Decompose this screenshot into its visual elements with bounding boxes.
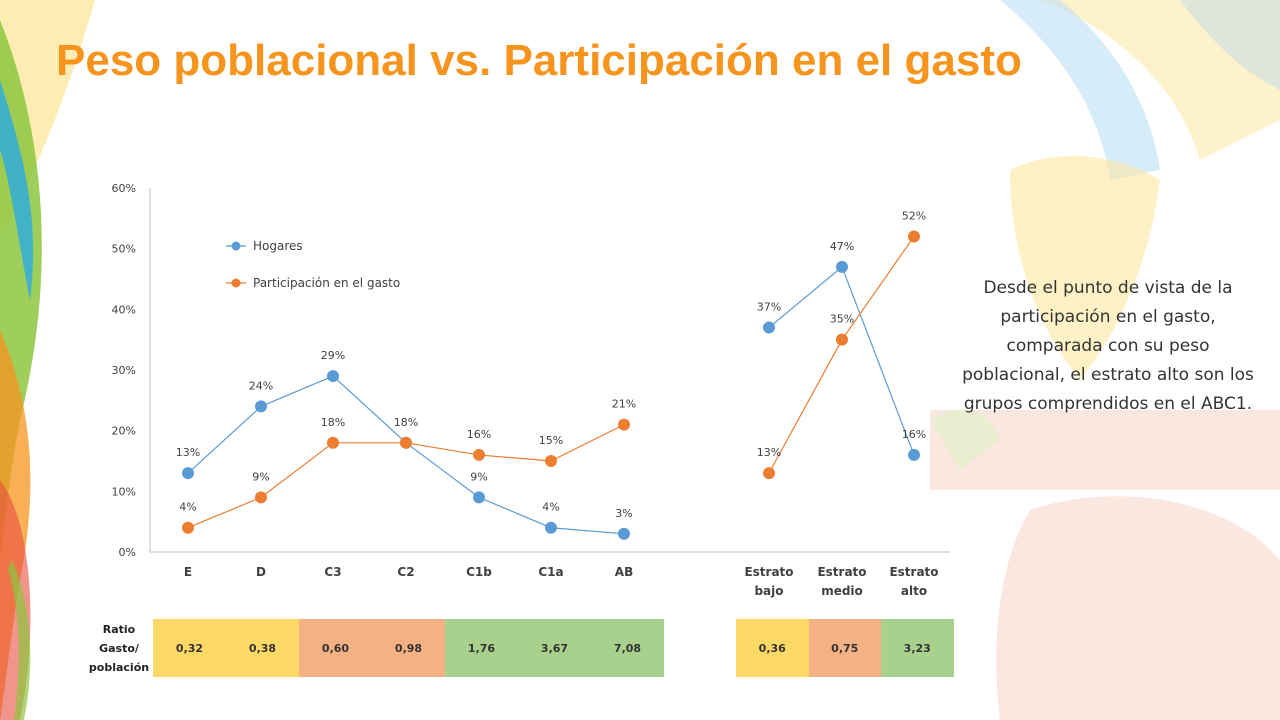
data-point-gasto — [763, 467, 775, 480]
ratio-cell: 0,38 — [226, 619, 299, 677]
data-point-gasto — [473, 448, 485, 461]
data-point-hogares — [545, 521, 557, 534]
data-label-hogares: 16% — [902, 428, 926, 441]
data-point-gasto — [545, 455, 557, 467]
legend-marker-gasto — [231, 278, 241, 288]
data-label-gasto: 16% — [467, 428, 491, 441]
legend-marker-hogares — [231, 241, 241, 251]
data-point-hogares — [836, 260, 848, 273]
data-label-hogares: 18% — [394, 416, 418, 429]
chart-legend: Hogares Participación en el gasto — [226, 239, 400, 290]
data-label-hogares: 47% — [830, 240, 854, 253]
y-tick-label: 50% — [112, 243, 136, 256]
data-label-hogares: 3% — [615, 507, 632, 520]
x-tick-label: D — [256, 565, 266, 579]
data-point-hogares — [327, 370, 339, 383]
chart-marks — [182, 230, 920, 540]
y-tick-label: 0% — [119, 546, 136, 559]
data-label-gasto: 18% — [321, 416, 345, 429]
data-label-hogares: 4% — [542, 501, 559, 514]
x-tick-label: C3 — [324, 565, 341, 579]
x-tick-label: C2 — [397, 565, 414, 579]
series-line-hogares — [768, 265, 915, 456]
y-tick-label: 40% — [112, 303, 136, 316]
ratio-cell: 3,67 — [518, 619, 591, 677]
x-tick-label: C1b — [466, 565, 492, 579]
insight-text: Desde el punto de vista de la participac… — [962, 278, 1254, 414]
ratio-cell: 0,98 — [372, 619, 445, 677]
data-label-hogares: 9% — [470, 470, 487, 483]
ratio-label: Ratio Gasto/ población — [88, 623, 150, 674]
data-label-gasto: 21% — [612, 398, 636, 411]
data-label-gasto: 4% — [179, 501, 196, 514]
data-point-gasto — [327, 436, 339, 449]
data-point-gasto — [618, 418, 630, 431]
y-tick-label: 20% — [112, 425, 136, 438]
data-point-gasto — [908, 230, 920, 243]
ratio-cell: 0,75 — [808, 619, 881, 677]
data-label-hogares: 29% — [321, 349, 345, 362]
data-label-gasto: 35% — [830, 313, 854, 326]
y-tick-label: 60% — [112, 182, 136, 195]
data-point-hogares — [255, 400, 267, 413]
x-tick-label: AB — [615, 565, 633, 579]
legend-label-hogares: Hogares — [253, 239, 303, 253]
x-tick-label: Estrato alto — [889, 565, 938, 598]
data-point-hogares — [763, 321, 775, 334]
data-label-gasto: 15% — [539, 434, 563, 447]
data-label-hogares: 13% — [176, 446, 200, 459]
data-point-hogares — [473, 491, 485, 504]
page-title: Peso poblacional vs. Participación en el… — [56, 36, 1022, 85]
legend-label-gasto: Participación en el gasto — [253, 276, 400, 290]
x-tick-label: E — [184, 565, 192, 579]
chart-axes: 0% 10% 20% 30% 40% 50% 60% E D C3 C2 C1b C1a AB Estrat… — [112, 182, 950, 598]
x-tick-label: Estrato bajo — [744, 565, 793, 598]
data-label-gasto: 52% — [902, 210, 926, 223]
data-point-hogares — [908, 448, 920, 461]
data-label-hogares: 24% — [249, 379, 273, 392]
data-label-hogares: 37% — [757, 301, 781, 314]
data-point-gasto — [836, 333, 848, 346]
ratio-cell: 7,08 — [591, 619, 664, 677]
ratio-cell: 3,23 — [881, 619, 954, 677]
ratio-cell: 1,76 — [445, 619, 518, 677]
data-point-gasto — [182, 521, 194, 534]
data-point-gasto — [255, 491, 267, 504]
data-label-gasto: 13% — [757, 446, 781, 459]
x-tick-label: Estrato medio — [817, 565, 866, 598]
ratio-cell: 0,32 — [153, 619, 226, 677]
ratio-cell: 0,36 — [736, 619, 809, 677]
y-tick-label: 10% — [112, 485, 136, 498]
x-tick-label: C1a — [538, 565, 563, 579]
data-point-hogares — [618, 527, 630, 540]
ratio-cell: 0,60 — [299, 619, 372, 677]
data-label-gasto: 9% — [252, 470, 269, 483]
y-tick-label: 30% — [112, 364, 136, 377]
data-point-hogares — [182, 467, 194, 480]
chart-labels: 13% 24% 29% 18% 9% 4% 3% 4% 9% 18% 16% 15% 21% 37% 47%… — [176, 210, 926, 520]
data-point-gasto — [400, 436, 412, 449]
